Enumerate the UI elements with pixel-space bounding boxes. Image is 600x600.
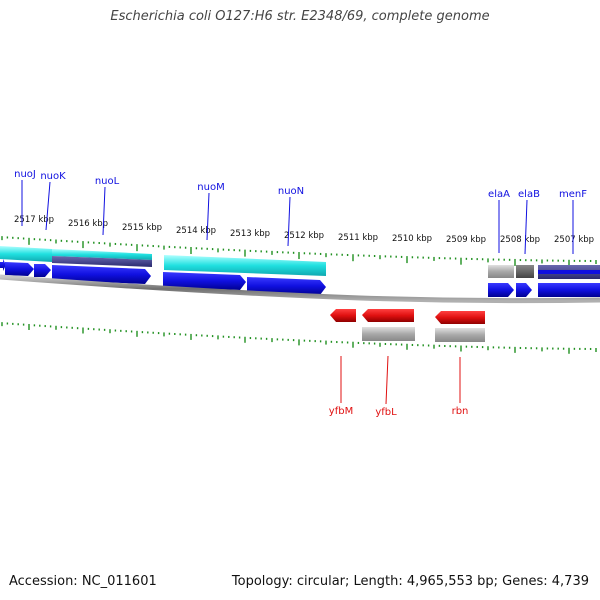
forward-tick-row (1, 236, 597, 267)
gene-arrow-reverse (435, 311, 485, 324)
gene-arrow-forward (0, 259, 6, 271)
gene-arrow-forward (488, 283, 514, 297)
kbp-label: 2517 kbp (14, 215, 54, 225)
gene-arrow-forward (5, 262, 34, 276)
gene-label-yfbL: yfbL (375, 407, 397, 418)
kbp-label: 2510 kbp (392, 234, 432, 244)
feature-band-cyan (0, 246, 52, 262)
reverse-tick-row (1, 322, 597, 354)
kbp-label: 2507 kbp (554, 235, 594, 245)
accession-text: Accession: NC_011601 (9, 574, 157, 589)
gene-label-nuoN: nuoN (278, 186, 304, 197)
forward-gene-leaders (21, 180, 574, 255)
feature-band-gray (435, 328, 485, 342)
kbp-scale: 2517 kbp 2516 kbp 2515 kbp 2514 kbp 2513… (14, 215, 594, 245)
gene-arrow-forward (34, 264, 51, 277)
gene-label-nuoJ: nuoJ (14, 169, 36, 180)
gene-arrow-forward (52, 265, 151, 284)
feature-bands (0, 246, 600, 279)
feature-band-navy (52, 256, 152, 267)
kbp-label: 2509 kbp (446, 235, 486, 245)
gene-label-menF: menF (559, 189, 587, 200)
kbp-label: 2516 kbp (68, 219, 108, 229)
kbp-label: 2508 kbp (500, 235, 540, 245)
gene-arrow-reverse (362, 309, 414, 322)
gene-label-nuoK: nuoK (40, 171, 66, 182)
gene-arrow-forward (516, 283, 532, 297)
gene-label-rbn: rbn (452, 406, 469, 417)
forward-gene-labels[interactable]: nuoJ nuoK nuoL nuoM nuoN elaA elaB menF (14, 169, 587, 200)
gene-label-nuoM: nuoM (197, 182, 224, 193)
reverse-feature-bands (362, 327, 485, 342)
feature-band-cyan (52, 249, 152, 260)
feature-band-gray (362, 327, 415, 341)
feature-band-dark (516, 265, 534, 278)
reverse-gene-labels[interactable]: yfbM yfbL rbn (329, 406, 469, 418)
kbp-label: 2513 kbp (230, 229, 270, 239)
genome-summary-text: Topology: circular; Length: 4,965,553 bp… (231, 574, 589, 589)
gene-arrow-forward (163, 272, 246, 290)
forward-gene-track[interactable] (0, 259, 600, 297)
feature-band-gray (488, 265, 514, 278)
gene-label-nuoL: nuoL (95, 176, 120, 187)
genome-title: Escherichia coli O127:H6 str. E2348/69, … (110, 9, 490, 24)
gene-arrow-reverse (330, 309, 356, 322)
genome-backbone (0, 274, 600, 304)
reverse-gene-track[interactable] (330, 309, 485, 324)
kbp-label: 2512 kbp (284, 231, 324, 241)
gene-arrow-forward (247, 277, 326, 295)
gene-label-elaB: elaB (518, 189, 540, 200)
kbp-label: 2514 kbp (176, 226, 216, 236)
feature-band-blue (538, 270, 600, 274)
feature-band-cyan (164, 255, 326, 276)
gene-label-yfbM: yfbM (329, 406, 353, 417)
reverse-gene-leaders (340, 355, 461, 405)
gene-arrow-forward (538, 283, 600, 297)
gene-label-elaA: elaA (488, 189, 510, 200)
kbp-label: 2515 kbp (122, 223, 162, 233)
kbp-label: 2511 kbp (338, 233, 378, 243)
